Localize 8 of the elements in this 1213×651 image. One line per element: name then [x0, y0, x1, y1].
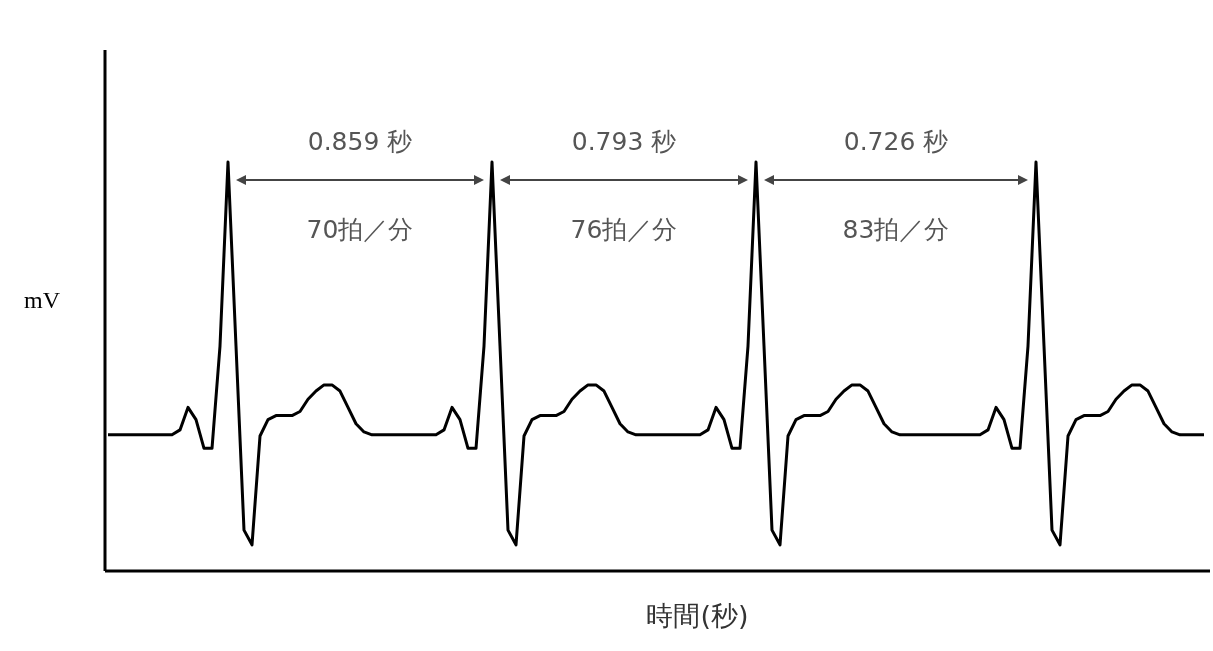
text: 0.726 秒 — [843, 127, 949, 156]
annotation: 70拍／分 — [306, 215, 414, 244]
text: 0.793 秒 — [571, 127, 677, 156]
text: 0.859 秒 — [307, 127, 413, 156]
y-axis-title: mV — [24, 287, 61, 313]
annotation: 76拍／分 — [570, 215, 678, 244]
annotation: 83拍／分 — [842, 215, 950, 244]
x-axis-title: 時間(秒) — [646, 600, 749, 631]
